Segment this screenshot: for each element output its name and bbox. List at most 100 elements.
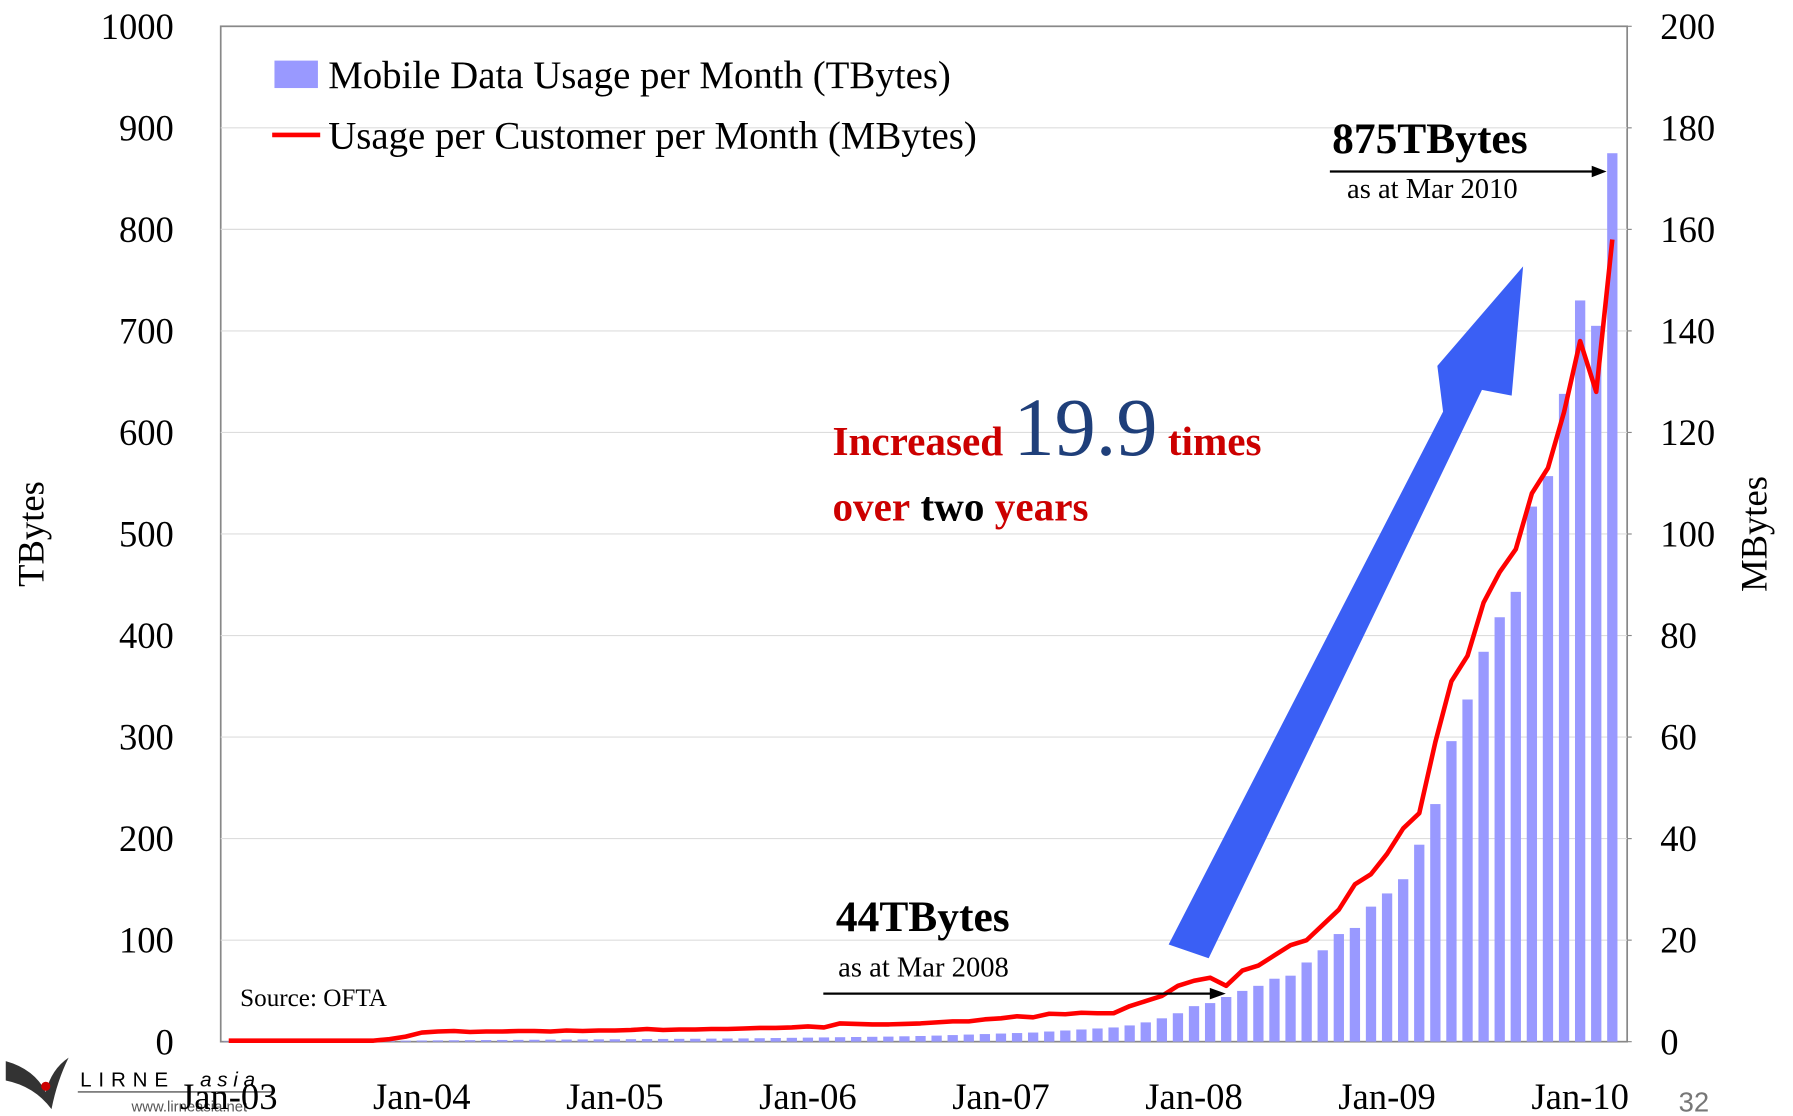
- bar: [1349, 927, 1361, 1042]
- bar: [1398, 879, 1409, 1042]
- x-tick-label: Jan-10: [1531, 1076, 1629, 1116]
- bar: [1301, 962, 1312, 1042]
- bar: [577, 1039, 588, 1042]
- bar: [1574, 300, 1586, 1042]
- bar: [1188, 1006, 1200, 1042]
- bar: [1542, 476, 1554, 1042]
- bar: [963, 1034, 974, 1042]
- arrow-head: [1591, 165, 1607, 178]
- marks: [223, 153, 1618, 1043]
- x-tick-label: Jan-03: [180, 1076, 278, 1116]
- grid: [220, 127, 1628, 941]
- bar: [834, 1037, 846, 1042]
- bar: [1494, 617, 1505, 1042]
- y-tick-label: 600: [119, 412, 174, 453]
- logo-dot: [41, 1081, 51, 1091]
- bar: [867, 1036, 878, 1042]
- y2-tick-label: 180: [1660, 107, 1715, 148]
- annotation: over two years: [832, 483, 1088, 529]
- y2-tick-label: 80: [1660, 615, 1697, 656]
- bar: [722, 1038, 733, 1042]
- y2-tick-label: 160: [1660, 209, 1715, 250]
- bar: [1591, 325, 1602, 1042]
- page-number: 32: [1679, 1086, 1710, 1116]
- bar: [1221, 996, 1232, 1042]
- x-tick-label: Jan-07: [952, 1076, 1050, 1116]
- y2-tick-label: 200: [1660, 6, 1715, 47]
- annotation-part: over: [832, 483, 910, 529]
- y-tick-label: 300: [119, 717, 174, 758]
- bar: [1269, 978, 1280, 1042]
- bar: [593, 1039, 604, 1042]
- x-tick-label: Jan-04: [373, 1076, 471, 1116]
- annotation: Increased 19.9 times: [832, 382, 1261, 473]
- bar: [609, 1039, 620, 1042]
- y-tick-label: 400: [119, 615, 174, 656]
- y2-tick-label: 40: [1660, 818, 1697, 859]
- y2-tick-label: 60: [1660, 717, 1697, 758]
- bar: [899, 1036, 910, 1042]
- bar: [480, 1040, 492, 1042]
- bar: [1285, 975, 1296, 1042]
- annotation-part: 19.9: [1013, 382, 1157, 473]
- bar: [561, 1039, 572, 1042]
- bar: [1140, 1022, 1151, 1042]
- bar: [545, 1039, 556, 1042]
- bar: [674, 1038, 685, 1042]
- annotation: 875TBytes: [1332, 115, 1527, 163]
- line: [228, 239, 1615, 1043]
- bar: [947, 1035, 958, 1042]
- bar: [1414, 844, 1425, 1042]
- annotation: 44TBytes: [836, 893, 1010, 941]
- legend-swatch: [274, 60, 318, 89]
- bar: [738, 1038, 749, 1042]
- annotation-part: years: [995, 483, 1089, 529]
- annotation: as at Mar 2008: [838, 953, 1009, 984]
- bar: [1478, 651, 1489, 1042]
- bar: [1204, 1003, 1216, 1042]
- bar: [1510, 591, 1521, 1042]
- bar: [625, 1039, 637, 1042]
- bar: [416, 1040, 427, 1042]
- y2-tick-label: 0: [1660, 1021, 1678, 1062]
- bar: [448, 1040, 460, 1042]
- bar: [931, 1035, 942, 1042]
- bar: [1060, 1030, 1071, 1042]
- bar: [786, 1037, 797, 1042]
- annotation-part: Increased: [832, 418, 1003, 464]
- y2-tick-label: 120: [1660, 412, 1715, 453]
- y-tick-label: 900: [119, 107, 174, 148]
- source: Source: OFTA: [240, 985, 387, 1012]
- x-tick-label: Jan-08: [1145, 1076, 1243, 1116]
- bar: [1333, 934, 1344, 1042]
- growth-arrow: [1168, 266, 1524, 959]
- bar: [818, 1037, 830, 1042]
- bar: [1462, 699, 1473, 1042]
- y-tick-label: 800: [119, 209, 174, 250]
- bar: [995, 1033, 1007, 1042]
- bar: [1092, 1028, 1103, 1042]
- y-tick-label: 100: [119, 920, 174, 961]
- y-tick-label: 0: [156, 1021, 174, 1062]
- y-axis-label: TBytes: [10, 481, 51, 587]
- bar: [497, 1039, 508, 1042]
- arrow-head: [1209, 987, 1226, 1000]
- y2-tick-label: 100: [1660, 514, 1715, 555]
- y2-axis-label: MBytes: [1734, 476, 1775, 592]
- bar: [657, 1038, 669, 1042]
- bar: [802, 1037, 814, 1042]
- bar: [1156, 1018, 1167, 1042]
- bar: [1365, 906, 1377, 1042]
- bar: [979, 1034, 991, 1042]
- bar: [1446, 741, 1457, 1042]
- bar: [770, 1038, 781, 1042]
- bar: [1430, 804, 1441, 1042]
- bar: [1172, 1013, 1184, 1042]
- bar: [851, 1037, 862, 1042]
- y2-tick-label: 140: [1660, 310, 1715, 351]
- legend-label: Usage per Customer per Month (MBytes): [328, 115, 977, 158]
- bar: [400, 1040, 411, 1042]
- bar: [1044, 1031, 1055, 1042]
- bar: [1558, 393, 1570, 1042]
